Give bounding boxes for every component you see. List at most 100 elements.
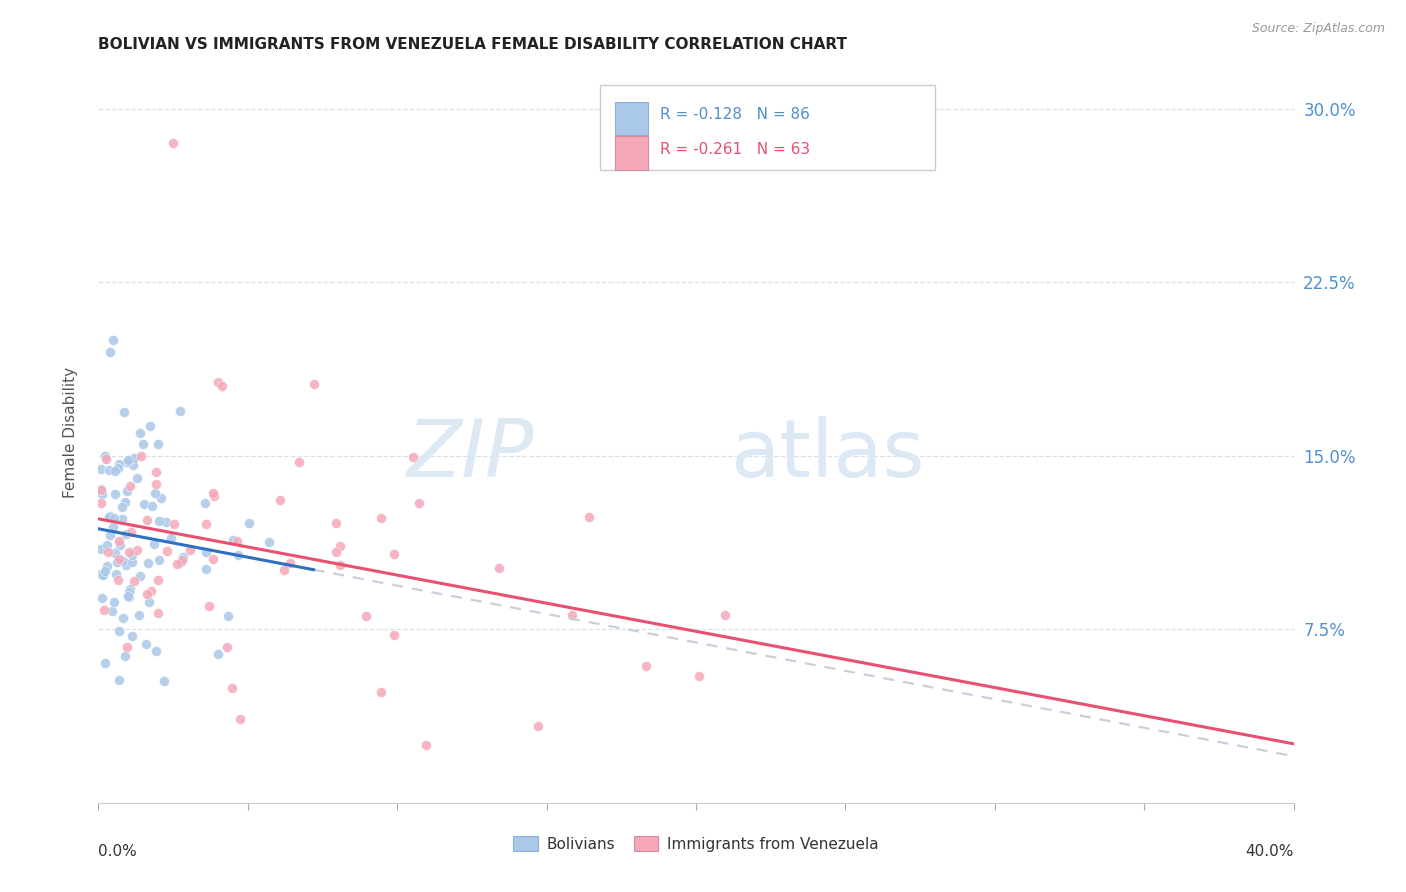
Point: [125, 471, 148, 485]
Point: [108, 538, 131, 552]
Point: [145, 477, 167, 491]
Point: [145, 465, 167, 479]
Point: [148, 574, 170, 588]
Point: [118, 585, 141, 599]
Point: [179, 542, 201, 557]
Point: [172, 550, 194, 565]
Point: [382, 628, 405, 642]
Point: [97, 510, 120, 524]
Point: [160, 531, 183, 545]
Point: [108, 533, 131, 548]
Point: [129, 450, 152, 464]
Point: [115, 526, 138, 541]
Point: [103, 595, 125, 609]
Point: [135, 637, 157, 651]
Point: [169, 404, 191, 418]
Point: [118, 545, 141, 559]
Point: [408, 496, 430, 510]
Point: [155, 515, 177, 529]
Point: [153, 673, 176, 688]
Point: [127, 542, 149, 557]
Text: ZIP: ZIP: [408, 416, 534, 494]
Text: 40.0%: 40.0%: [1246, 844, 1294, 858]
Point: [96, 538, 118, 552]
Point: [713, 607, 735, 622]
Point: [141, 499, 163, 513]
Point: [103, 333, 125, 347]
Legend: Bolivians, Immigrants from Venezuela: Bolivians, Immigrants from Venezuela: [508, 830, 884, 858]
Point: [634, 658, 657, 673]
Point: [146, 606, 169, 620]
Point: [90, 496, 112, 510]
Point: [112, 554, 135, 568]
Point: [122, 451, 145, 466]
Point: [170, 555, 193, 569]
Point: [120, 524, 142, 539]
Point: [91, 568, 114, 582]
Point: [163, 517, 186, 532]
Point: [121, 629, 143, 643]
Point: [107, 573, 129, 587]
Point: [382, 547, 405, 561]
Point: [136, 513, 159, 527]
Point: [201, 485, 224, 500]
Point: [118, 582, 141, 596]
Point: [108, 673, 131, 687]
Point: [115, 558, 138, 573]
Point: [90, 542, 112, 557]
Point: [112, 405, 135, 419]
Point: [115, 640, 138, 654]
Point: [132, 497, 155, 511]
Point: [415, 738, 437, 752]
Point: [329, 539, 352, 553]
Point: [136, 557, 159, 571]
Point: [129, 425, 152, 440]
FancyBboxPatch shape: [614, 102, 648, 135]
Point: [578, 510, 600, 524]
Point: [118, 479, 141, 493]
Point: [115, 484, 138, 499]
Text: Source: ZipAtlas.com: Source: ZipAtlas.com: [1251, 22, 1385, 36]
Point: [115, 455, 138, 469]
Point: [111, 512, 134, 526]
Text: 0.0%: 0.0%: [98, 844, 138, 858]
Point: [104, 487, 127, 501]
Point: [135, 587, 157, 601]
Point: [90, 482, 112, 496]
Point: [94, 452, 117, 467]
FancyBboxPatch shape: [600, 85, 935, 169]
Point: [325, 516, 347, 530]
Point: [104, 546, 127, 560]
Point: [90, 461, 112, 475]
Point: [325, 545, 347, 559]
Point: [117, 589, 139, 603]
Point: [148, 437, 170, 451]
Point: [402, 450, 425, 464]
Point: [222, 533, 245, 547]
Point: [90, 487, 112, 501]
Point: [117, 453, 139, 467]
Point: [100, 528, 122, 542]
Point: [201, 552, 224, 566]
Point: [149, 491, 172, 506]
Point: [103, 511, 125, 525]
Point: [527, 719, 550, 733]
Point: [128, 569, 150, 583]
Point: [238, 516, 260, 530]
Point: [93, 603, 115, 617]
Point: [354, 609, 377, 624]
Y-axis label: Female Disability: Female Disability: [63, 367, 77, 499]
Point: [104, 464, 127, 478]
Text: R = -0.261   N = 63: R = -0.261 N = 63: [661, 142, 810, 157]
Point: [138, 595, 160, 609]
Point: [221, 681, 243, 695]
Point: [118, 590, 141, 604]
Point: [101, 604, 124, 618]
Text: atlas: atlas: [730, 416, 925, 494]
Point: [142, 537, 165, 551]
Point: [121, 555, 143, 569]
Point: [98, 344, 122, 359]
Point: [98, 508, 121, 523]
FancyBboxPatch shape: [614, 136, 648, 169]
Point: [269, 492, 291, 507]
